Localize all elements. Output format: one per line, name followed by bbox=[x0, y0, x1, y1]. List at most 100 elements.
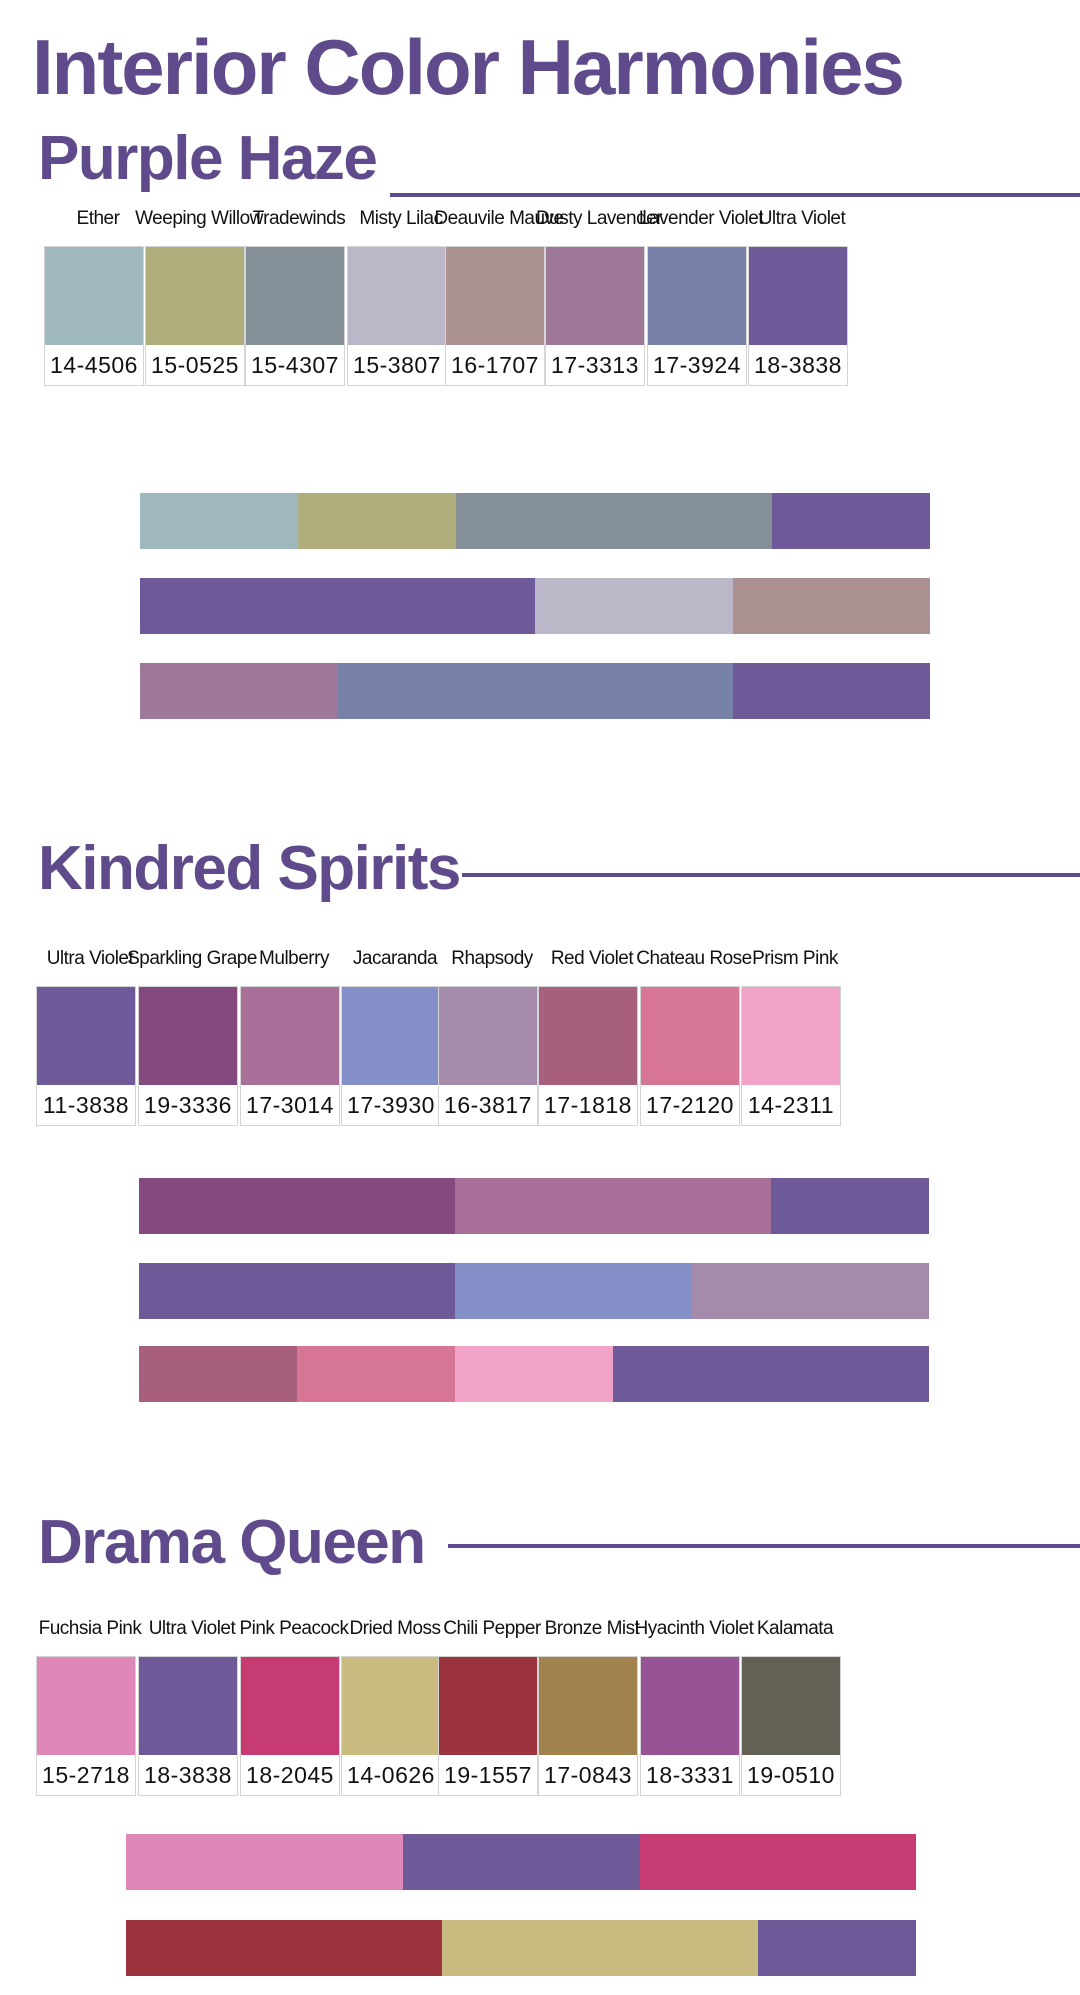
swatch-card: 17-0843 bbox=[538, 1656, 638, 1796]
swatch-color-chip bbox=[348, 247, 446, 345]
combination-segment bbox=[535, 578, 733, 634]
swatch-name: Misty Lilac bbox=[359, 208, 443, 229]
swatch-name: Dried Moss bbox=[349, 1618, 441, 1639]
combination-segment bbox=[456, 493, 772, 549]
color-combination-bar bbox=[140, 663, 930, 719]
swatch-name: Weeping Willow bbox=[135, 208, 263, 229]
swatch-name: Deauvile Mauve bbox=[434, 208, 564, 229]
swatch-code: 15-2718 bbox=[37, 1755, 135, 1795]
swatch-card: 17-1818 bbox=[538, 986, 638, 1126]
swatch-card: 14-0626 bbox=[341, 1656, 441, 1796]
combination-segment bbox=[140, 578, 535, 634]
swatch-card: 18-2045 bbox=[240, 1656, 340, 1796]
swatch-code: 17-3014 bbox=[241, 1085, 339, 1125]
swatch-color-chip bbox=[446, 247, 544, 345]
color-combination-bar bbox=[139, 1178, 929, 1234]
swatch-card: 19-1557 bbox=[438, 1656, 538, 1796]
heading-divider bbox=[390, 193, 1080, 197]
combination-segment bbox=[402, 1834, 640, 1890]
swatch-color-chip bbox=[439, 987, 537, 1085]
swatch-code: 17-3313 bbox=[546, 345, 644, 385]
swatch-code: 18-3838 bbox=[139, 1755, 237, 1795]
swatch-color-chip bbox=[749, 247, 847, 345]
combination-segment bbox=[337, 663, 733, 719]
swatch-color-chip bbox=[146, 247, 244, 345]
combination-segment bbox=[139, 1178, 455, 1234]
swatch-name: Chateau Rose bbox=[636, 948, 752, 969]
swatch-color-chip bbox=[342, 987, 440, 1085]
swatch-card: 17-3930 bbox=[341, 986, 441, 1126]
swatch-name: Rhapsody bbox=[451, 948, 533, 969]
swatch-code: 17-0843 bbox=[539, 1755, 637, 1795]
section-heading: Purple Haze bbox=[38, 124, 378, 193]
swatch-color-chip bbox=[439, 1657, 537, 1755]
combination-segment bbox=[771, 1178, 929, 1234]
swatch-code: 18-2045 bbox=[241, 1755, 339, 1795]
swatch-name: Pink Peacock bbox=[239, 1618, 349, 1639]
swatch-card: 15-4307 bbox=[245, 246, 345, 386]
swatch-name: Ultra Violet bbox=[758, 208, 846, 229]
swatch-name: Ether bbox=[76, 208, 120, 229]
combination-segment bbox=[772, 493, 930, 549]
swatch-card: 15-2718 bbox=[36, 1656, 136, 1796]
swatch-card: 18-3331 bbox=[640, 1656, 740, 1796]
combination-segment bbox=[298, 493, 456, 549]
swatch-code: 16-1707 bbox=[446, 345, 544, 385]
swatch-card: 19-3336 bbox=[138, 986, 238, 1126]
swatch-card: 15-0525 bbox=[145, 246, 245, 386]
swatch-code: 17-3924 bbox=[648, 345, 746, 385]
combination-segment bbox=[455, 1263, 692, 1319]
swatch-card: 14-2311 bbox=[741, 986, 841, 1126]
swatch-code: 19-0510 bbox=[742, 1755, 840, 1795]
color-combination-bar bbox=[126, 1920, 916, 1976]
swatch-card: 14-4506 bbox=[44, 246, 144, 386]
combination-segment bbox=[442, 1920, 758, 1976]
swatch-card: 17-3313 bbox=[545, 246, 645, 386]
section-heading: Drama Queen bbox=[38, 1508, 426, 1577]
color-combination-bar bbox=[139, 1263, 929, 1319]
combination-segment bbox=[297, 1346, 455, 1402]
swatch-code: 14-2311 bbox=[742, 1085, 840, 1125]
swatch-name: Fuchsia Pink bbox=[38, 1618, 142, 1639]
swatch-code: 19-1557 bbox=[439, 1755, 537, 1795]
swatch-code: 14-0626 bbox=[342, 1755, 440, 1795]
combination-segment bbox=[732, 578, 930, 634]
swatch-card: 19-0510 bbox=[741, 1656, 841, 1796]
page-title: Interior Color Harmonies bbox=[32, 23, 905, 111]
swatch-card: 17-3014 bbox=[240, 986, 340, 1126]
swatch-code: 17-1818 bbox=[539, 1085, 637, 1125]
combination-segment bbox=[139, 1263, 455, 1319]
swatch-name: Tradewinds bbox=[252, 208, 346, 229]
swatch-code: 18-3331 bbox=[641, 1755, 739, 1795]
color-combination-bar bbox=[126, 1834, 916, 1890]
combination-segment bbox=[126, 1834, 403, 1890]
swatch-color-chip bbox=[546, 247, 644, 345]
swatch-card: 17-3924 bbox=[647, 246, 747, 386]
swatch-color-chip bbox=[342, 1657, 440, 1755]
heading-divider bbox=[462, 873, 1080, 877]
swatch-code: 15-3807 bbox=[348, 345, 446, 385]
swatch-name: Bronze Mist bbox=[544, 1618, 640, 1639]
combination-segment bbox=[455, 1178, 771, 1234]
section-heading: Kindred Spirits bbox=[38, 834, 461, 903]
swatch-color-chip bbox=[37, 987, 135, 1085]
combination-segment bbox=[613, 1346, 929, 1402]
swatch-name: Ultra Violet bbox=[148, 1618, 236, 1639]
swatch-color-chip bbox=[539, 987, 637, 1085]
swatch-color-chip bbox=[742, 1657, 840, 1755]
swatch-color-chip bbox=[742, 987, 840, 1085]
swatch-color-chip bbox=[139, 987, 237, 1085]
heading-divider bbox=[448, 1544, 1080, 1548]
color-combination-bar bbox=[140, 493, 930, 549]
swatch-code: 11-3838 bbox=[37, 1085, 135, 1125]
swatch-code: 16-3817 bbox=[439, 1085, 537, 1125]
swatch-name: Kalamata bbox=[756, 1618, 834, 1639]
swatch-card: 18-3838 bbox=[138, 1656, 238, 1796]
swatch-code: 17-2120 bbox=[641, 1085, 739, 1125]
combination-segment bbox=[455, 1346, 613, 1402]
swatch-card: 18-3838 bbox=[748, 246, 848, 386]
swatch-color-chip bbox=[37, 1657, 135, 1755]
swatch-color-chip bbox=[641, 987, 739, 1085]
swatch-card: 15-3807 bbox=[347, 246, 447, 386]
swatch-name: Jacaranda bbox=[352, 948, 438, 969]
